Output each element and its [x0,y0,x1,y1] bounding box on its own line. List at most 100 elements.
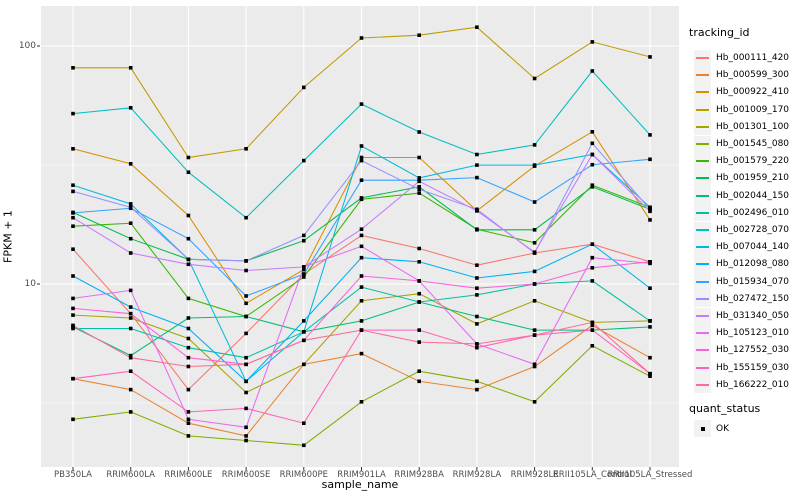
data-point [244,425,248,430]
x-tick-label-PB350LA: PB350LA [54,470,92,480]
data-point [648,207,652,212]
data-point [590,255,595,260]
legend-line-sample [696,160,709,163]
data-point [590,185,595,189]
data-point [359,233,364,238]
data-point [359,285,364,289]
data-point [186,410,191,414]
legend-line-sample [696,246,709,249]
data-point [417,291,421,296]
legend-line-sample [696,349,709,352]
data-point [128,66,133,70]
data-point [359,351,364,356]
data-point [475,175,479,180]
legend-line-sample [696,108,709,111]
legend-key-swatch [694,169,711,187]
legend-entry-Hb_002728_070: Hb_002728_070 [694,221,789,239]
data-point [128,410,133,414]
data-point [244,390,248,395]
data-point [359,36,364,40]
data-point [128,221,133,225]
data-point [128,326,133,331]
data-point [475,387,479,392]
data-point [590,323,595,328]
data-point [71,274,75,278]
data-point [128,305,133,309]
data-point [186,316,191,320]
legend-key-swatch [694,204,711,222]
y-tick-label-100: 100 [18,40,36,51]
legend-key-swatch [694,359,711,377]
data-point [475,379,479,384]
data-point [359,244,364,249]
data-point [532,328,537,332]
legend-line-sample [696,280,709,283]
data-point [186,434,191,438]
data-point [648,355,652,360]
legend-key-swatch [694,341,711,359]
data-point [71,247,75,251]
legend-key-swatch [694,83,711,101]
legend-entry-Hb_015934_070: Hb_015934_070 [694,273,789,291]
data-point [244,215,248,220]
legend-line-sample [696,125,709,128]
data-point [359,227,364,231]
legend-key-swatch [694,290,711,308]
data-point [359,319,364,323]
data-point [186,170,191,174]
legend-key-swatch [694,221,711,239]
data-point [532,269,537,274]
data-point [648,319,652,323]
data-point [475,276,479,280]
data-point [128,316,133,320]
x-tick-label-RRIM600SE: RRIM600SE [221,470,271,480]
legend-entry-label: Hb_002496_010 [716,207,790,218]
data-point [302,362,306,367]
data-point [590,242,595,246]
legend-key-swatch [694,273,711,291]
data-point [244,434,248,438]
data-point [417,191,421,195]
legend-entry-Hb_000599_300: Hb_000599_300 [694,66,789,84]
data-point [302,319,306,323]
data-point [302,158,306,163]
legend-entry-label: Hb_155159_030 [716,362,790,373]
data-point [475,342,479,346]
data-point [648,325,652,329]
x-tick-label-RRIM928BA: RRIM928BA [394,470,444,480]
data-point [475,152,479,157]
legend-entry-label: Hb_166222_010 [716,379,790,390]
data-point [590,40,595,44]
data-point [417,185,421,189]
legend-entry-label: Hb_031340_050 [716,311,790,321]
legend-entry-Hb_000922_410: Hb_000922_410 [694,83,789,101]
legend-line-sample [696,383,709,386]
legend-entry-Hb_155159_030: Hb_155159_030 [694,359,790,377]
data-point [71,323,75,328]
data-point [590,69,595,73]
data-point [71,111,75,116]
data-point [359,274,364,278]
legend-entry-Hb_166222_010: Hb_166222_010 [694,376,790,394]
data-point [590,152,595,157]
data-point [186,364,191,369]
legend-entry-Hb_001009_170: Hb_001009_170 [694,101,790,119]
legend-entry-Hb_002496_010: Hb_002496_010 [694,204,790,222]
data-point [417,187,421,192]
data-point [475,228,479,232]
legend-key-swatch [694,255,711,273]
y-axis-title: FPKM + 1 [1,210,15,263]
legend-entry-Hb_001959_210: Hb_001959_210 [694,169,789,187]
legend-line-sample [696,229,709,231]
legend-entry-label: Hb_001009_170 [716,104,790,115]
data-point [244,259,248,263]
data-point [590,320,595,325]
legend-line-sample [696,74,709,77]
data-point [302,238,306,243]
data-point [648,218,652,222]
data-point [359,299,364,303]
data-point [71,296,75,301]
data-point [359,144,364,148]
